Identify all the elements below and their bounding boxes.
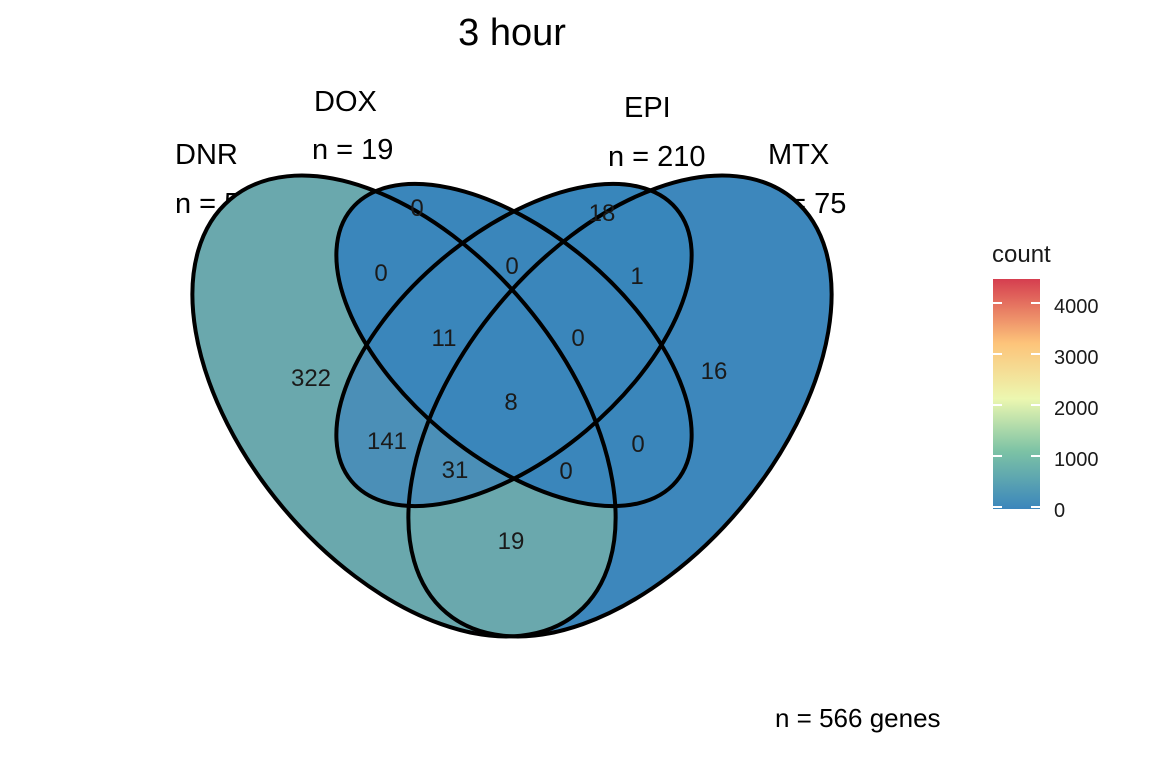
chart-title: 3 hour: [458, 12, 566, 54]
region-label-dox: 0: [410, 195, 423, 222]
set-count-epi: n = 210: [608, 141, 706, 173]
region-label-dox-epi-mtx: 0: [571, 325, 584, 352]
ellipse-outline-epi: [334, 181, 694, 509]
ellipse-outline-dnr: [190, 173, 618, 639]
region-label-dnr-mtx: 19: [498, 528, 525, 555]
legend-title: count: [992, 241, 1051, 268]
region-label-epi-mtx: 1: [630, 263, 643, 290]
ellipse-outlines: [190, 173, 834, 639]
legend-tick-label-3000: 3000: [1054, 347, 1099, 369]
region-label-all: 8: [504, 389, 517, 416]
region-label-dnr-epi: 141: [367, 428, 407, 455]
legend-tick-label-1000: 1000: [1054, 449, 1099, 471]
region-label-dnr-epi-mtx: 31: [442, 457, 469, 484]
region-label-dox-mtx: 0: [631, 431, 644, 458]
region-label-dnr-dox-mtx: 0: [559, 458, 572, 485]
set-name-dox: DOX: [314, 86, 377, 118]
color-legend: count 0 1000 2000 3000 4000: [992, 241, 1099, 522]
legend-colorbar: [993, 279, 1040, 509]
legend-tick-label-4000: 4000: [1054, 296, 1099, 318]
set-name-dnr: DNR: [175, 139, 238, 171]
set-count-dox: n = 19: [312, 134, 393, 166]
region-labels: 322 0 18 16 0 0 1 141 0 19 11 0 31 0 8: [291, 195, 727, 555]
legend-tick-label-2000: 2000: [1054, 398, 1099, 420]
set-label-epi: EPI n = 210: [608, 92, 706, 173]
region-label-mtx: 16: [701, 358, 728, 385]
set-label-dox: DOX n = 19: [312, 86, 393, 166]
venn-diagram: 322 0 18 16 0 0 1 141 0 19 11 0 31 0 8: [190, 173, 834, 639]
ellipse-outline-dox: [334, 181, 694, 509]
region-label-dnr-dox: 0: [374, 260, 387, 287]
legend-ticks: [993, 302, 1040, 508]
set-name-epi: EPI: [624, 92, 671, 124]
region-label-dnr: 322: [291, 365, 331, 392]
region-label-dox-epi: 0: [505, 253, 518, 280]
legend-tick-label-0: 0: [1054, 500, 1065, 522]
overlap-fill-dox: [336, 183, 692, 507]
set-name-mtx: MTX: [768, 139, 829, 171]
region-label-dnr-dox-epi: 11: [432, 325, 457, 352]
chart-caption: n = 566 genes: [775, 703, 941, 733]
ellipse-outline-mtx: [406, 173, 834, 639]
region-label-epi: 18: [589, 200, 616, 227]
